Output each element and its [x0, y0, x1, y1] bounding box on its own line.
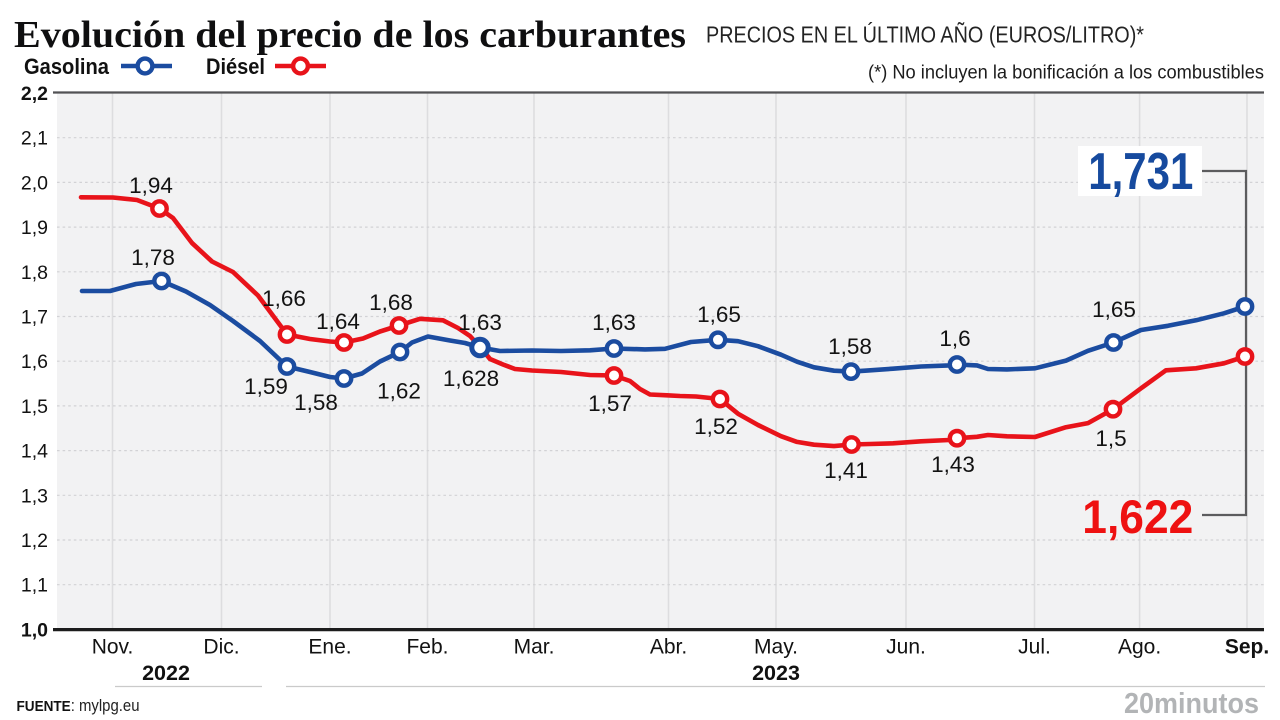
svg-text:1,94: 1,94 — [129, 173, 173, 198]
svg-text:1,3: 1,3 — [21, 485, 48, 507]
svg-text:1,63: 1,63 — [458, 310, 502, 335]
svg-text:1,59: 1,59 — [244, 374, 288, 399]
svg-text:Jun.: Jun. — [886, 636, 926, 659]
svg-text:Jul.: Jul. — [1018, 636, 1051, 659]
svg-text:Ago.: Ago. — [1118, 636, 1161, 659]
svg-text:May.: May. — [754, 636, 798, 659]
svg-text:2,1: 2,1 — [21, 128, 48, 150]
svg-text:1,6: 1,6 — [939, 326, 970, 351]
svg-text:1,62: 1,62 — [377, 379, 421, 404]
svg-text:PRECIOS EN EL ÚLTIMO AÑO (EURO: PRECIOS EN EL ÚLTIMO AÑO (EUROS/LITRO)* — [706, 22, 1144, 48]
svg-text:FUENTE: mylpg.eu: FUENTE: mylpg.eu — [17, 697, 140, 715]
svg-text:1,0: 1,0 — [21, 619, 48, 641]
svg-text:1,5: 1,5 — [1095, 426, 1126, 451]
svg-text:2,2: 2,2 — [21, 83, 48, 105]
svg-text:Evolución del precio de los ca: Evolución del precio de los carburantes — [14, 14, 686, 56]
svg-text:1,731: 1,731 — [1088, 142, 1193, 200]
svg-text:Diésel: Diésel — [206, 54, 265, 79]
svg-text:1,8: 1,8 — [21, 262, 48, 284]
svg-text:Abr.: Abr. — [650, 636, 687, 659]
svg-text:2022: 2022 — [142, 661, 190, 685]
svg-text:1,1: 1,1 — [21, 575, 48, 597]
svg-text:1,2: 1,2 — [21, 530, 48, 552]
svg-text:1,41: 1,41 — [824, 458, 868, 483]
svg-text:1,628: 1,628 — [443, 366, 499, 391]
svg-text:2023: 2023 — [752, 661, 800, 685]
svg-text:1,9: 1,9 — [21, 217, 48, 239]
svg-text:1,52: 1,52 — [694, 414, 738, 439]
svg-text:1,68: 1,68 — [369, 290, 413, 315]
svg-text:1,6: 1,6 — [21, 351, 48, 373]
svg-text:1,57: 1,57 — [588, 391, 632, 416]
svg-text:1,58: 1,58 — [828, 334, 872, 359]
svg-text:1,622: 1,622 — [1082, 490, 1193, 543]
svg-text:2,0: 2,0 — [21, 172, 48, 194]
svg-text:Sep.: Sep. — [1225, 636, 1269, 659]
svg-text:1,4: 1,4 — [21, 441, 48, 463]
svg-text:1,78: 1,78 — [131, 245, 175, 270]
svg-text:1,64: 1,64 — [316, 309, 360, 334]
svg-text:1,43: 1,43 — [931, 452, 975, 477]
svg-text:Nov.: Nov. — [92, 636, 134, 659]
svg-text:1,63: 1,63 — [592, 310, 636, 335]
svg-text:1,7: 1,7 — [21, 307, 48, 329]
svg-text:1,5: 1,5 — [21, 396, 48, 418]
svg-text:1,58: 1,58 — [294, 390, 338, 415]
svg-text:1,65: 1,65 — [1092, 297, 1136, 322]
svg-text:Ene.: Ene. — [308, 636, 351, 659]
svg-text:20minutos: 20minutos — [1124, 688, 1259, 720]
svg-text:Dic.: Dic. — [203, 636, 239, 659]
svg-text:1,66: 1,66 — [262, 286, 306, 311]
svg-text:Feb.: Feb. — [406, 636, 448, 659]
svg-text:1,65: 1,65 — [697, 302, 741, 327]
svg-text:(*) No incluyen la bonificació: (*) No incluyen la bonificación a los co… — [868, 62, 1264, 84]
svg-text:Mar.: Mar. — [514, 636, 555, 659]
svg-text:Gasolina: Gasolina — [24, 54, 110, 79]
